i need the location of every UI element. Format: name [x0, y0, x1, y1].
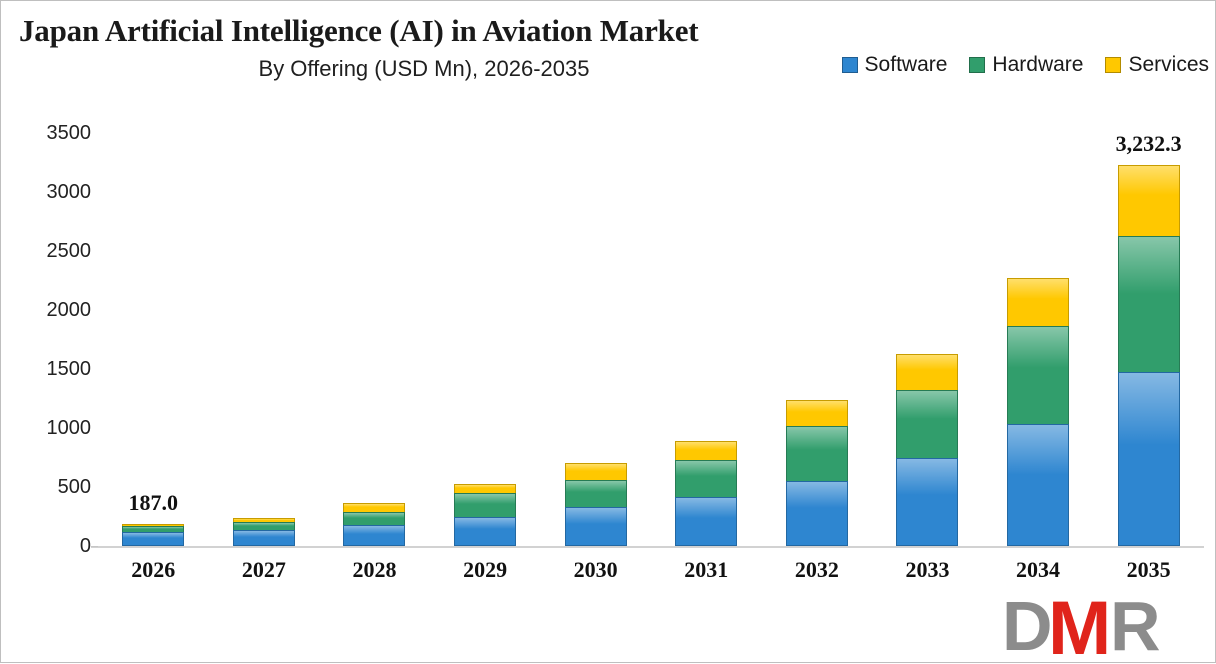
bar-segment-hardware[interactable] [1007, 326, 1070, 424]
bar-column[interactable] [209, 121, 320, 546]
bar-column[interactable] [430, 121, 541, 546]
legend-label-hardware: Hardware [992, 53, 1084, 76]
bar-column[interactable] [651, 121, 762, 546]
bar-column[interactable]: 3,232.3 [1093, 121, 1204, 546]
legend-item-services[interactable]: Services [1105, 53, 1209, 77]
x-axis-tick-label: 2026 [131, 557, 176, 582]
bar-stack [232, 517, 295, 546]
bar-stack [343, 502, 406, 546]
bar-column[interactable] [762, 121, 873, 546]
y-axis-tick-label: 1500 [46, 358, 92, 380]
legend-swatch-hardware [969, 57, 986, 73]
bar-segment-software[interactable] [454, 516, 517, 546]
legend-label-software: Software [864, 53, 948, 76]
bar-segment-software[interactable] [564, 507, 627, 546]
bar-segment-services[interactable] [454, 484, 517, 494]
bar-segment-services[interactable] [122, 523, 185, 526]
legend-label-services: Services [1128, 53, 1209, 76]
y-axis-tick-label: 1000 [46, 417, 92, 439]
bar-stack [564, 463, 627, 546]
x-axis-tick-label: 2032 [794, 557, 839, 582]
bar-segment-software[interactable] [896, 457, 959, 546]
bar-segment-hardware[interactable] [232, 521, 295, 530]
x-axis-tick-label: 2029 [463, 557, 508, 582]
x-axis-tick-label: 2035 [1126, 557, 1171, 582]
bar-total-label: 3,232.3 [1115, 130, 1182, 156]
bar-segment-software[interactable] [1117, 372, 1180, 546]
bar-segment-hardware[interactable] [343, 512, 406, 525]
bar-segment-software[interactable] [675, 497, 738, 546]
bar-column[interactable] [872, 121, 983, 546]
bar-column[interactable] [540, 121, 651, 546]
x-axis-tick-label: 2030 [573, 557, 618, 582]
y-axis-tick-label: 3000 [46, 181, 92, 203]
bar-segment-hardware[interactable] [1117, 236, 1180, 373]
bar-group: 187.0 3,232.3 [98, 121, 1204, 546]
bar-segment-services[interactable] [785, 400, 848, 426]
bar-segment-hardware[interactable] [675, 459, 738, 498]
svg-text:R: R [1110, 594, 1161, 660]
bar-segment-hardware[interactable] [564, 480, 627, 508]
y-axis-tick-label: 3500 [46, 122, 92, 144]
x-axis-tick-label: 2031 [684, 557, 729, 582]
bar-segment-hardware[interactable] [122, 525, 185, 532]
legend-item-software[interactable]: Software [841, 53, 948, 77]
bar-segment-services[interactable] [343, 502, 406, 513]
bar-segment-hardware[interactable] [896, 390, 959, 458]
bar-segment-services[interactable] [232, 517, 295, 522]
legend-swatch-services [1105, 57, 1122, 73]
bar-stack [675, 441, 738, 546]
y-axis-tick-mark [91, 546, 98, 547]
dmr-logo: D R M [1002, 594, 1207, 660]
bar-total-label: 187.0 [128, 489, 179, 515]
y-axis: 3500 3000 2500 2000 1500 1000 500 0 [19, 1, 92, 664]
bar-segment-software[interactable] [785, 480, 848, 546]
dmr-logo-mark: D R M [1002, 594, 1161, 660]
bar-segment-services[interactable] [896, 354, 959, 391]
svg-text:M: M [1048, 594, 1111, 660]
y-axis-tick-label: 2000 [46, 299, 92, 321]
bar-segment-services[interactable] [564, 463, 627, 481]
x-axis-tick-label: 2028 [352, 557, 397, 582]
chart-legend: Software Hardware Services [841, 53, 1209, 77]
legend-swatch-software [841, 57, 858, 73]
y-axis-tick-label: 0 [79, 535, 91, 557]
legend-item-hardware[interactable]: Hardware [969, 53, 1083, 77]
bar-column[interactable]: 187.0 [98, 121, 209, 546]
y-axis-tick-label: 500 [57, 476, 91, 498]
bar-column[interactable] [319, 121, 430, 546]
bar-segment-software[interactable] [232, 529, 295, 546]
chart-subtitle: By Offering (USD Mn), 2026-2035 [258, 56, 590, 81]
bar-segment-hardware[interactable] [785, 426, 848, 481]
bar-segment-software[interactable] [122, 531, 185, 546]
chart-title: Japan Artificial Intelligence (AI) in Av… [19, 13, 699, 48]
svg-text:D: D [1002, 594, 1053, 660]
bar-stack [896, 354, 959, 546]
x-axis-baseline [91, 546, 1204, 548]
x-axis-tick-label: 2033 [905, 557, 950, 582]
x-axis-tick-label: 2034 [1016, 557, 1061, 582]
bar-segment-services[interactable] [675, 441, 738, 460]
bar-stack [122, 523, 185, 546]
bar-segment-software[interactable] [1007, 424, 1070, 546]
bar-stack [454, 484, 517, 546]
x-axis-tick-label: 2027 [241, 557, 286, 582]
x-axis-labels: 2026 2027 2028 2029 2030 2031 2032 2033 2034 2035 [98, 557, 1204, 591]
bar-segment-hardware[interactable] [454, 493, 517, 517]
bar-stack [1007, 278, 1070, 546]
bar-segment-services[interactable] [1117, 164, 1180, 237]
bar-stack [1117, 164, 1180, 546]
bar-segment-software[interactable] [343, 525, 406, 546]
y-axis-tick-label: 2500 [46, 240, 92, 262]
bar-stack [785, 400, 848, 546]
bar-column[interactable] [983, 121, 1094, 546]
bar-segment-services[interactable] [1007, 278, 1070, 327]
